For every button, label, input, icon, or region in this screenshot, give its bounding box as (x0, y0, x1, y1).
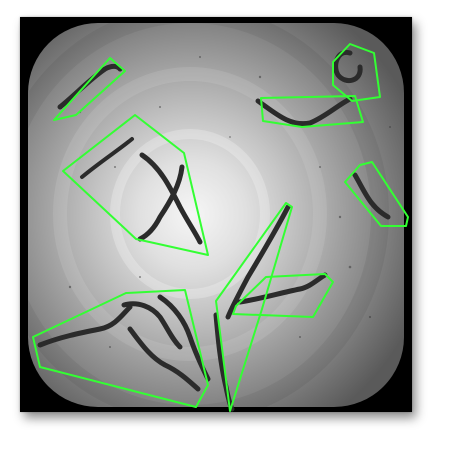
culture-dish (28, 23, 404, 407)
outline-center-left (62, 114, 209, 256)
outline-bottom-left (32, 289, 209, 408)
outline-center-right (232, 273, 334, 318)
worm-right (352, 172, 391, 220)
outline-top-left (53, 57, 126, 121)
worm-top-left (57, 63, 123, 110)
worm-bottom-left-b (121, 301, 183, 350)
outline-top-middle (260, 95, 364, 128)
outline-long-diagonal (215, 202, 293, 412)
outline-right (344, 161, 409, 227)
worm-long-diagonal (225, 204, 291, 320)
detection-outlines (32, 43, 409, 412)
worm-center-b (137, 164, 185, 242)
worm-top-middle (255, 96, 353, 127)
worm-upper-left-arc (80, 137, 134, 179)
image-frame (20, 17, 412, 412)
plate-image (20, 17, 412, 412)
worm-bottom-left-a (37, 304, 133, 348)
worm-bottom-left-c (127, 326, 201, 392)
outline-top-right (332, 43, 381, 102)
worm-center-right (237, 272, 328, 305)
worm-center-a (139, 152, 203, 245)
worm-bottom-left-d (157, 294, 211, 382)
